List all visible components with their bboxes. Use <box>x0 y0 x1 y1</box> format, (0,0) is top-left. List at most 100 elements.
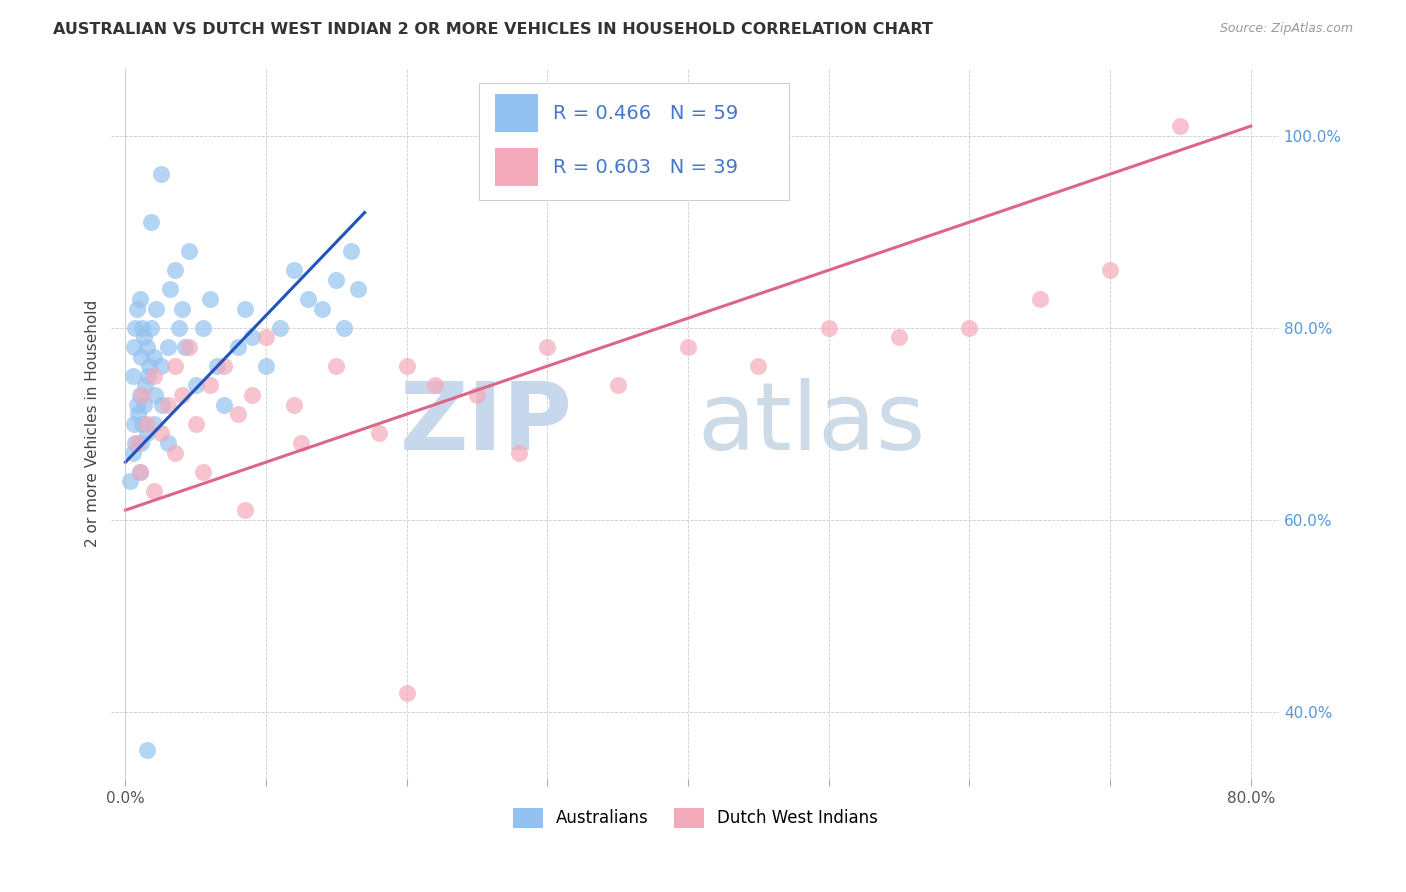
Point <box>226 340 249 354</box>
Point <box>212 397 235 411</box>
Point <box>184 417 207 431</box>
Point <box>128 465 150 479</box>
Point <box>125 301 148 316</box>
Point <box>240 330 263 344</box>
Point <box>135 340 157 354</box>
Point <box>191 465 214 479</box>
Point <box>747 359 769 373</box>
Point <box>339 244 361 258</box>
Point <box>156 436 179 450</box>
Point <box>122 340 145 354</box>
Point <box>817 320 839 334</box>
Point <box>129 350 152 364</box>
Point <box>125 436 148 450</box>
Point <box>325 359 347 373</box>
Point <box>135 426 157 441</box>
Point <box>128 465 150 479</box>
Point <box>198 292 221 306</box>
Point <box>134 378 156 392</box>
Point <box>367 426 389 441</box>
Point <box>226 407 249 421</box>
Point <box>233 301 256 316</box>
Point <box>135 743 157 757</box>
Point <box>283 263 305 277</box>
Point <box>170 301 193 316</box>
Point <box>131 320 153 334</box>
Point <box>177 340 200 354</box>
Y-axis label: 2 or more Vehicles in Household: 2 or more Vehicles in Household <box>86 300 100 548</box>
Point <box>122 417 145 431</box>
Point <box>536 340 558 354</box>
Point <box>118 475 141 489</box>
Point <box>139 320 162 334</box>
Point <box>136 368 159 383</box>
Point <box>1099 263 1122 277</box>
Point <box>606 378 628 392</box>
Point <box>311 301 333 316</box>
Point <box>163 263 186 277</box>
Point <box>297 292 319 306</box>
Point <box>142 350 165 364</box>
Point <box>156 397 179 411</box>
Point <box>149 167 172 181</box>
Point <box>233 503 256 517</box>
Point <box>959 320 981 334</box>
Point <box>145 301 167 316</box>
Point <box>138 359 160 373</box>
Point <box>132 330 155 344</box>
Point <box>139 215 162 229</box>
Point <box>240 388 263 402</box>
Point <box>346 282 368 296</box>
Legend: Australians, Dutch West Indians: Australians, Dutch West Indians <box>506 801 884 835</box>
Point <box>395 359 418 373</box>
Point <box>163 445 186 459</box>
Point <box>125 397 148 411</box>
Point <box>290 436 312 450</box>
Point <box>173 340 195 354</box>
Point <box>198 378 221 392</box>
Point <box>149 426 172 441</box>
Point <box>887 330 910 344</box>
Point <box>1170 119 1192 133</box>
Point <box>142 483 165 498</box>
Point <box>508 445 530 459</box>
Point <box>142 368 165 383</box>
Point <box>423 378 446 392</box>
Text: atlas: atlas <box>697 377 927 470</box>
Point <box>676 340 699 354</box>
Point <box>212 359 235 373</box>
Text: Source: ZipAtlas.com: Source: ZipAtlas.com <box>1219 22 1353 36</box>
Point <box>332 320 354 334</box>
Point <box>156 340 179 354</box>
Point <box>163 359 186 373</box>
Point <box>205 359 228 373</box>
Point <box>254 359 277 373</box>
Point <box>135 417 157 431</box>
Point <box>269 320 291 334</box>
Point <box>465 388 488 402</box>
Point <box>159 282 181 296</box>
Point <box>191 320 214 334</box>
Point <box>127 407 149 421</box>
Text: AUSTRALIAN VS DUTCH WEST INDIAN 2 OR MORE VEHICLES IN HOUSEHOLD CORRELATION CHAR: AUSTRALIAN VS DUTCH WEST INDIAN 2 OR MOR… <box>53 22 934 37</box>
Point <box>129 436 152 450</box>
Point <box>167 320 190 334</box>
Point <box>283 397 305 411</box>
Point <box>121 368 143 383</box>
Point <box>143 388 166 402</box>
Point <box>149 359 172 373</box>
Point <box>325 273 347 287</box>
Text: ZIP: ZIP <box>399 377 572 470</box>
Point <box>132 397 155 411</box>
Point <box>124 320 146 334</box>
Point <box>128 292 150 306</box>
Point <box>131 388 153 402</box>
Point <box>131 417 153 431</box>
Point <box>121 445 143 459</box>
Point <box>177 244 200 258</box>
Point <box>124 436 146 450</box>
Point <box>1029 292 1052 306</box>
Point <box>184 378 207 392</box>
Point <box>395 685 418 699</box>
Point <box>128 388 150 402</box>
